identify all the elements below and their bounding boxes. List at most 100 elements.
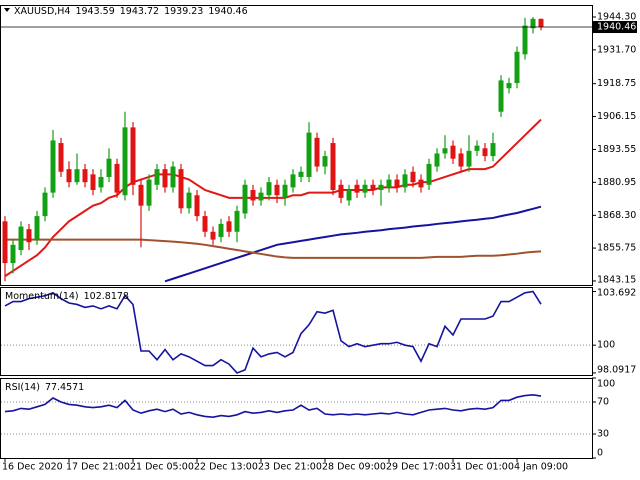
candle-body xyxy=(394,179,400,188)
candle-body xyxy=(10,244,16,264)
candle-body xyxy=(26,229,32,243)
candle-body xyxy=(338,184,344,198)
candle-body xyxy=(146,179,152,206)
candle-body xyxy=(210,231,216,240)
candle-body xyxy=(114,163,120,193)
y-tick-label: 100 xyxy=(597,379,615,390)
candle-body xyxy=(402,174,408,188)
candle-body xyxy=(82,169,88,183)
candle-body xyxy=(370,184,376,191)
candle-body xyxy=(122,127,128,196)
candles xyxy=(2,17,544,282)
momentum-panel xyxy=(0,287,593,376)
candle-body xyxy=(234,210,240,232)
price-panel xyxy=(0,5,593,286)
ohlc-value: 1940.46 xyxy=(208,6,247,17)
candle-body xyxy=(514,51,520,84)
indicator-value: 102.8178 xyxy=(84,291,129,302)
ohlc-value: 1943.59 xyxy=(75,6,114,17)
candle-body xyxy=(154,169,160,185)
candle-body xyxy=(18,226,24,251)
candle-body xyxy=(282,184,288,198)
candle-body xyxy=(522,25,528,55)
candle-body xyxy=(194,195,200,217)
candle-body xyxy=(466,150,472,167)
candle-body xyxy=(418,179,424,188)
candle-body xyxy=(130,127,136,185)
x-tick-label: 22 Dec 13:00 xyxy=(194,462,258,473)
candle-body xyxy=(434,153,440,167)
indicator-line xyxy=(4,393,542,419)
indicator-title: Momentum(14) 102.8178 xyxy=(5,291,129,302)
candle-body xyxy=(474,145,480,151)
x-tick-label: 21 Dec 05:00 xyxy=(130,462,194,473)
candle-body xyxy=(498,80,504,112)
x-tick-label: 23 Dec 21:00 xyxy=(258,462,322,473)
current-price-label: 1940.46 xyxy=(597,22,636,33)
candle-body xyxy=(34,216,40,240)
y-tick-label: 1944.30 xyxy=(597,12,636,23)
x-tick-label: 17 Dec 21:00 xyxy=(66,462,130,473)
candle-body xyxy=(354,184,360,193)
y-tick-label: 100 xyxy=(597,340,615,351)
candle-body xyxy=(250,190,256,201)
candle-body xyxy=(410,171,416,183)
candle-body xyxy=(274,184,280,196)
candle-body xyxy=(106,158,112,177)
indicator-name: RSI(14) xyxy=(5,382,40,393)
candle-body xyxy=(490,143,496,157)
x-tick-label: 4 Jan 09:00 xyxy=(514,462,568,473)
header: XAUUSD,H4 1943.59 1943.72 1939.23 1940.46 xyxy=(14,6,248,17)
candle-body xyxy=(506,83,512,89)
candle-body xyxy=(170,166,176,188)
collapse-arrow xyxy=(4,8,10,12)
candle-body xyxy=(178,169,184,209)
y-tick-label: 30 xyxy=(597,429,609,440)
candle-body xyxy=(330,143,336,191)
candle-body xyxy=(458,153,464,167)
y-tick-label: 0 xyxy=(597,448,603,459)
candle-body xyxy=(258,192,264,201)
indicator-value: 77.4571 xyxy=(45,382,84,393)
candle-body xyxy=(66,169,72,183)
candle-body xyxy=(426,163,432,185)
y-tick-label: 98.0917 xyxy=(597,365,636,376)
symbol: XAUUSD,H4 xyxy=(14,6,70,17)
candle-body xyxy=(314,137,320,167)
y-tick-label: 1843.15 xyxy=(597,275,636,286)
y-tick-label: 1880.95 xyxy=(597,177,636,188)
y-tick-label: 1868.30 xyxy=(597,210,636,221)
x-tick-label: 31 Dec 01:00 xyxy=(450,462,514,473)
indicator-line xyxy=(4,118,542,277)
x-tick-label: 16 Dec 2020 xyxy=(2,462,63,473)
candle-body xyxy=(450,145,456,159)
y-tick-label: 1855.75 xyxy=(597,243,636,254)
candle-body xyxy=(50,140,56,193)
candle-body xyxy=(538,18,544,28)
candle-body xyxy=(42,192,48,217)
rsi-panel xyxy=(0,378,593,459)
candle-body xyxy=(138,184,144,206)
candle-body xyxy=(242,184,248,214)
candle-body xyxy=(58,143,64,172)
y-tick-label: 1893.55 xyxy=(597,144,636,155)
candle-body xyxy=(162,169,168,188)
indicator-line xyxy=(164,205,542,283)
y-tick-label: 1906.15 xyxy=(597,111,636,122)
y-tick-label: 1918.75 xyxy=(597,78,636,89)
candle-body xyxy=(266,182,272,196)
candle-body xyxy=(386,179,392,188)
candle-body xyxy=(306,132,312,177)
lines xyxy=(4,118,542,283)
candle-body xyxy=(2,221,8,264)
candle-body xyxy=(226,221,232,232)
candle-body xyxy=(98,176,104,188)
y-tick-label: 70 xyxy=(597,397,609,408)
lines xyxy=(4,290,542,374)
indicator-title: RSI(14) 77.4571 xyxy=(5,382,84,393)
y-tick-label: 1931.70 xyxy=(597,44,636,55)
lines xyxy=(4,393,542,419)
candle-body xyxy=(74,169,80,183)
candle-body xyxy=(322,156,328,167)
